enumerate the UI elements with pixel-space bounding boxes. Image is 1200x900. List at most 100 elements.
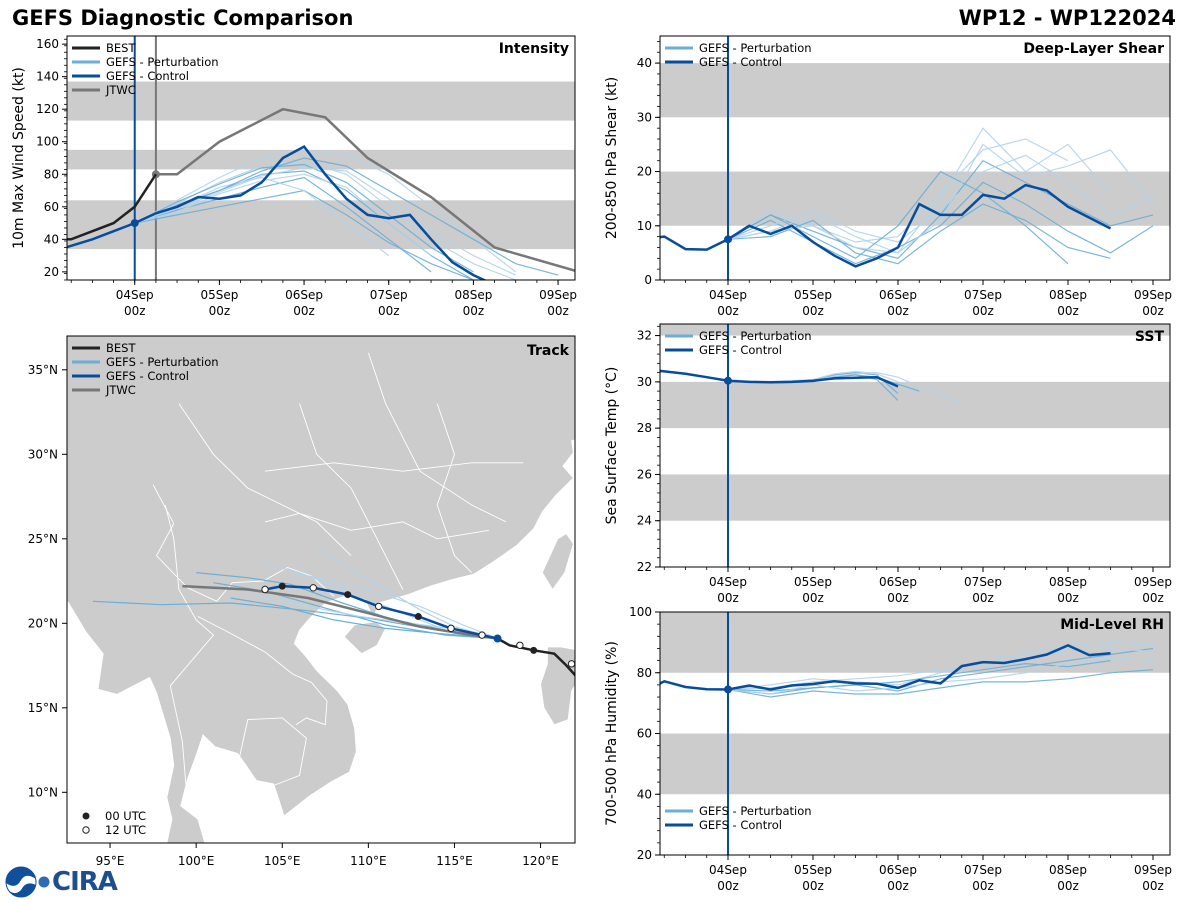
track-lat-label-4: 30°N (28, 447, 58, 461)
rh-xtick-label-5: 05Sep (794, 863, 832, 877)
noaa-logo-icon (5, 866, 37, 898)
shear-plot-area (660, 36, 1170, 280)
storm-id-title: WP12 - WP122024 (958, 6, 1176, 30)
intensity-panel: 20 40 60 80 100 120 140 160 04Sep 00z 05Sep 00z 06Se… (11, 35, 577, 318)
intensity-panel-title: Intensity (499, 41, 569, 57)
globe-icon (38, 876, 50, 888)
track-12utc-marker (478, 631, 486, 639)
hainan-island (343, 621, 387, 655)
shear-ytick-label-2: 20 (637, 165, 652, 179)
track-12utc-marker (374, 602, 383, 611)
rh-xtick-label-9: 09Sep (1134, 863, 1172, 877)
sst-control-line (660, 369, 899, 388)
sst-xtick-sublabel-7: 00z (972, 591, 994, 605)
sst-panel: 22 24 26 28 30 32 04Sep 00z 05Sep 00z 06Sep 00z 07Se… (604, 323, 1172, 605)
rh-ytick-label-2: 60 (637, 727, 652, 741)
marker-legend-00utc-swatch (82, 812, 90, 820)
rh-ytick-label-4: 100 (629, 605, 652, 619)
sst-xtick-sublabel-6: 00z (887, 591, 909, 605)
intensity-xtick-label-6: 06Sep (285, 288, 323, 302)
track-12utc-marker (447, 624, 455, 633)
sst-plot-area (660, 324, 1170, 567)
intensity-ytick-label-5: 120 (36, 102, 59, 116)
sst-xtick-sublabel-5: 00z (802, 591, 824, 605)
sst-ytick-label-2: 26 (637, 467, 652, 481)
intensity-xtick-sublabel-8: 00z (463, 304, 485, 318)
intensity-perturbation-line-3 (134, 149, 517, 273)
sst-panel-title: SST (1135, 329, 1165, 345)
track-best-line (496, 637, 575, 677)
sst-ytick-label-5: 32 (637, 329, 652, 343)
track-lat-label-1: 15°N (28, 701, 58, 715)
track-init-marker (493, 634, 502, 643)
intensity-ytick-label-6: 140 (36, 70, 59, 84)
track-12utc-marker (309, 584, 317, 592)
rh-control-init-marker (724, 685, 732, 694)
track-lon-label-2: 105°E (264, 854, 301, 868)
shear-xtick-label-6: 06Sep (879, 288, 917, 302)
rh-xtick-sublabel-5: 00z (802, 879, 824, 893)
track-12utc-marker (567, 660, 575, 668)
rh-panel-title: Mid-Level RH (1060, 617, 1164, 633)
track-00utc-marker (344, 591, 352, 599)
track-lon-label-3: 110°E (350, 854, 387, 868)
sst-ytick-label-0: 22 (637, 560, 652, 574)
track-12utc-marker (261, 585, 269, 594)
shear-xtick-label-8: 08Sep (1049, 288, 1087, 302)
sst-xtick-label-6: 06Sep (879, 575, 917, 589)
shear-perturbation-line-3 (727, 138, 1069, 243)
border-province-3 (299, 403, 404, 590)
marker-legend-00utc-label: 00 UTC (105, 809, 146, 823)
shear-perturbation-line-7 (727, 143, 1154, 254)
shear-xtick-sublabel-6: 00z (887, 304, 909, 318)
rh-xtick-label-6: 06Sep (879, 863, 917, 877)
rh-ytick-label-3: 80 (637, 666, 652, 680)
rh-band-0 (660, 733, 1170, 795)
sst-xtick-sublabel-4: 00z (717, 591, 739, 605)
shear-xtick-sublabel-5: 00z (802, 304, 824, 318)
intensity-band-2 (67, 81, 575, 121)
track-00utc-marker (278, 582, 286, 590)
intensity-ytick-label-2: 60 (44, 200, 59, 214)
intensity-perturbation-line-9 (134, 167, 516, 276)
intensity-ytick-label-0: 20 (44, 265, 59, 279)
intensity-xtick-label-9: 09Sep (539, 288, 577, 302)
intensity-ytick-label-1: 40 (44, 232, 59, 246)
intensity-perturbation-line-6 (134, 157, 559, 276)
intensity-jtwc-line (155, 107, 575, 272)
rh-control-line (660, 644, 1111, 691)
rh-legend-label-0: GEFS - Perturbation (699, 804, 812, 818)
shear-control-line (660, 183, 1112, 268)
shear-xtick-sublabel-9: 00z (1142, 304, 1164, 318)
intensity-ylabel: 10m Max Wind Speed (kt) (11, 67, 27, 249)
intensity-ytick-label-7: 160 (36, 37, 59, 51)
rh-xtick-label-7: 07Sep (964, 863, 1002, 877)
rh-plot-area (660, 612, 1170, 855)
shear-xtick-label-4: 04Sep (709, 288, 747, 302)
shear-frame (659, 35, 1171, 281)
border-myanmar-thailand (164, 504, 215, 784)
shear-panel: 0 10 20 30 40 04Sep 00z 05Sep 00z 06Sep 00z 07Sep 00… (604, 35, 1172, 318)
intensity-perturbation-line-8 (134, 163, 474, 273)
track-panel-title: Track (527, 343, 570, 359)
rh-band-1 (660, 612, 1170, 673)
track-frame (66, 335, 576, 844)
rh-perturbation-line-2 (727, 669, 1154, 698)
track-lon-label-0: 95°E (96, 854, 125, 868)
intensity-legend-label-1: GEFS - Perturbation (106, 55, 219, 69)
rh-legend-label-1: GEFS - Control (699, 818, 782, 832)
track-12utc-marker (516, 641, 524, 649)
border-china-south (152, 484, 335, 602)
track-lat-label-0: 10°N (28, 785, 58, 799)
shear-ylabel: 200-850 hPa Shear (kt) (604, 77, 620, 239)
track-00utc-marker (530, 646, 538, 654)
sst-band-0 (660, 474, 1170, 521)
track-legend-label-2: GEFS - Control (106, 369, 189, 383)
mainland-landmass (67, 336, 575, 843)
rh-ylabel: 700-500 hPa Humidity (%) (604, 641, 620, 826)
sst-ytick-label-1: 24 (637, 514, 652, 528)
sst-band-1 (660, 381, 1170, 429)
shear-ytick-label-4: 40 (637, 56, 652, 70)
shear-xtick-label-9: 09Sep (1134, 288, 1172, 302)
